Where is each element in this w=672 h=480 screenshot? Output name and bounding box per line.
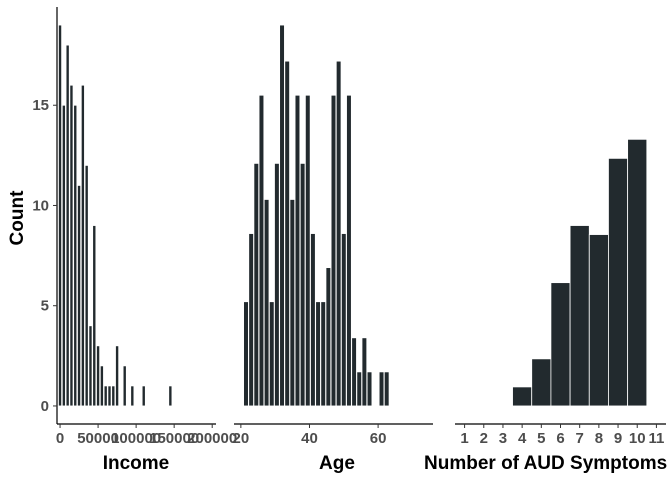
y-tick-label: 10 (32, 197, 49, 214)
histogram-bar (268, 301, 275, 407)
histogram-bar (99, 365, 104, 407)
histogram-bar (258, 94, 265, 407)
histogram-bar (569, 225, 590, 407)
histogram-bar (378, 371, 385, 407)
histogram-bar (122, 365, 127, 407)
histogram-bar (512, 386, 533, 407)
x-tick-label: 10 (629, 430, 646, 447)
histogram-bar (340, 233, 347, 407)
histogram-bar (284, 60, 290, 407)
histogram-bar (310, 233, 316, 407)
histogram-bar (88, 325, 93, 407)
age-axis-title: Age (319, 453, 355, 474)
histogram-bar (608, 157, 629, 407)
histogram-bar (304, 94, 311, 407)
histogram-bar (356, 371, 363, 407)
histogram-bar (335, 60, 342, 407)
y-tick-label: 15 (32, 97, 49, 114)
histogram-bar (248, 233, 254, 407)
aud-symptoms-panel: 1 2 3 4 5 6 7 8 9 10 11 (455, 138, 666, 447)
histogram-bar (289, 199, 296, 407)
histogram-bar (294, 94, 301, 407)
histogram-bar (320, 301, 327, 407)
histogram-bar (115, 345, 120, 407)
histogram-bar (279, 24, 285, 407)
y-tick-label: 0 (41, 398, 49, 415)
histogram-bar (69, 84, 74, 407)
y-axis-title: Count (7, 190, 28, 246)
x-tick-label: 0 (56, 430, 64, 447)
histogram-bar (141, 385, 146, 407)
histogram-bar (111, 385, 116, 407)
shared-y-axis: 0 5 10 15 (32, 7, 58, 424)
x-tick-label: 60 (370, 430, 387, 447)
histogram-bar (550, 282, 571, 407)
y-tick-label: 5 (41, 298, 49, 315)
histogram-bar (58, 24, 63, 407)
x-tick-label: 200000 (187, 430, 237, 447)
histogram-bar (330, 94, 337, 407)
histogram-bar (61, 104, 66, 407)
aud-symptoms-axis-title: Number of AUD Symptoms (424, 453, 667, 474)
histogram-bar (80, 84, 85, 407)
histogram-bar (351, 337, 357, 407)
histogram-bar (263, 199, 270, 407)
histogram-bar (107, 385, 112, 407)
age-panel: 20 40 60 (233, 24, 433, 447)
histogram-bar (346, 94, 352, 407)
income-axis-title: Income (103, 453, 170, 474)
histogram-bar (253, 162, 260, 407)
x-tick-label: 11 (648, 430, 664, 447)
histogram-bar (315, 301, 321, 407)
x-tick-label: 7 (576, 430, 584, 447)
x-tick-label: 2 (480, 430, 488, 447)
histogram-bar (361, 337, 368, 407)
histogram-bar (73, 104, 78, 407)
x-tick-label: 9 (614, 430, 622, 447)
histogram-bar (96, 345, 101, 407)
x-tick-label: 150000 (149, 430, 199, 447)
x-tick-label: 3 (499, 430, 507, 447)
x-tick-label: 6 (556, 430, 564, 447)
histogram-bar (243, 301, 249, 407)
x-tick-label: 4 (518, 430, 527, 447)
histogram-bar (588, 234, 609, 407)
histogram-bar (366, 371, 373, 407)
x-tick-label: 20 (233, 430, 250, 447)
x-tick-label: 5 (537, 430, 545, 447)
histogram-bar (383, 371, 390, 407)
histogram-bar (92, 225, 97, 407)
histogram-bar (130, 385, 135, 407)
histogram-bar (299, 162, 306, 407)
histogram-bar (168, 385, 173, 407)
x-tick-label: 1 (460, 430, 468, 447)
histogram-bar (627, 138, 648, 407)
histogram-bar (65, 44, 70, 407)
histogram-bar (274, 162, 280, 407)
histogram-bar (77, 185, 82, 407)
histogram-bar (325, 267, 332, 407)
histogram-bar (531, 358, 552, 407)
x-tick-label: 50000 (77, 430, 119, 447)
x-tick-label: 8 (595, 430, 603, 447)
histogram-bar (84, 164, 89, 407)
histogram-bar (103, 385, 108, 407)
x-tick-label: 100000 (111, 430, 161, 447)
x-tick-label: 40 (301, 430, 318, 447)
